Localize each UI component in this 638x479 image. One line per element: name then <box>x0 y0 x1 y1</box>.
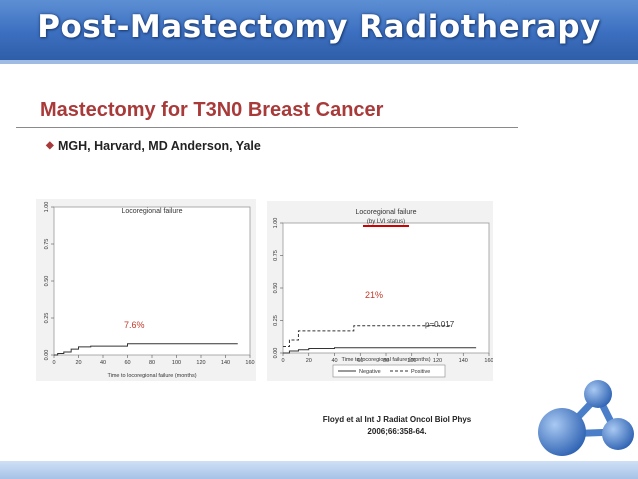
x-tick-label: 40 <box>100 360 106 366</box>
y-tick-label: 0.50 <box>273 283 279 294</box>
annotation-percent: 21% <box>365 290 383 300</box>
x-tick-label: 0 <box>52 360 55 366</box>
plot-area <box>53 206 251 356</box>
banner-divider <box>0 60 638 64</box>
x-tick-label: 100 <box>172 360 181 366</box>
citation-line-1: Floyd et al Int J Radiat Oncol Biol Phys <box>322 415 472 424</box>
y-tick-label: 0.75 <box>44 239 50 250</box>
legend-label-positive: Positive <box>411 369 430 375</box>
bullet-item: ◆ MGH, Harvard, MD Anderson, Yale <box>46 139 261 153</box>
chart-title: Locoregional failure <box>355 209 416 216</box>
x-tick-label: 80 <box>383 358 389 364</box>
citation-line-2: 2006;66:358-64. <box>367 427 427 436</box>
title-banner: Post-Mastectomy Radiotherapy <box>0 0 638 60</box>
y-tick-label: 0.00 <box>273 348 279 359</box>
series-line <box>54 343 238 356</box>
series-line-negative <box>283 347 477 354</box>
legend: Negative Positive <box>332 364 446 378</box>
x-tick-label: 100 <box>407 358 416 364</box>
series-line-positive <box>283 325 451 347</box>
x-tick-label: 20 <box>306 358 312 364</box>
x-tick-label: 120 <box>196 360 205 366</box>
x-tick-label: 60 <box>124 360 130 366</box>
x-tick-label: 60 <box>357 358 363 364</box>
chart-locoregional-failure-by-lvi: Locoregional failure (by LVI status) 0.0… <box>267 201 493 381</box>
annotation-pvalue: p=0.017 <box>425 320 455 329</box>
x-tick-label: 20 <box>75 360 81 366</box>
bullet-text: MGH, Harvard, MD Anderson, Yale <box>58 139 261 153</box>
x-tick-label: 140 <box>459 358 468 364</box>
bullet-diamond-icon: ◆ <box>46 140 54 151</box>
x-axis-label: Time to locoregional failure (months) <box>341 357 430 363</box>
y-tick-label: 1.00 <box>44 202 50 213</box>
legend-label-negative: Negative <box>359 369 381 375</box>
title-rule <box>16 127 518 128</box>
slide-title: Mastectomy for T3N0 Breast Cancer <box>40 99 384 121</box>
x-tick-label: 120 <box>433 358 442 364</box>
x-tick-label: 160 <box>245 360 254 366</box>
x-tick-label: 40 <box>331 358 337 364</box>
chart-locoregional-failure: Locoregional failure 0.00 0.25 0.50 0.75 1.0… <box>36 199 256 381</box>
x-tick-label: 80 <box>149 360 155 366</box>
chart-title: Locoregional failure <box>121 208 182 215</box>
molecule-logo-icon <box>538 380 634 456</box>
annotation-percent: 7.6% <box>124 320 145 330</box>
footer-bar <box>0 461 638 479</box>
banner-title: Post-Mastectomy Radiotherapy <box>37 9 601 45</box>
y-tick-label: 0.50 <box>44 276 50 287</box>
x-tick-label: 0 <box>281 358 284 364</box>
y-tick-label: 1.00 <box>273 218 279 229</box>
citation: Floyd et al Int J Radiat Oncol Biol Phys… <box>298 414 496 438</box>
y-tick-label: 0.00 <box>44 350 50 361</box>
plot-area <box>282 222 490 354</box>
legend-box <box>332 364 446 378</box>
x-axis-label: Time to locoregional failure (months) <box>107 373 196 379</box>
y-tick-label: 0.25 <box>44 313 50 324</box>
chart-subtitle: (by LVI status) <box>367 219 405 225</box>
x-tick-label: 140 <box>221 360 230 366</box>
y-tick-label: 0.25 <box>273 315 279 326</box>
y-tick-label: 0.75 <box>273 250 279 261</box>
x-tick-label: 160 <box>484 358 493 364</box>
